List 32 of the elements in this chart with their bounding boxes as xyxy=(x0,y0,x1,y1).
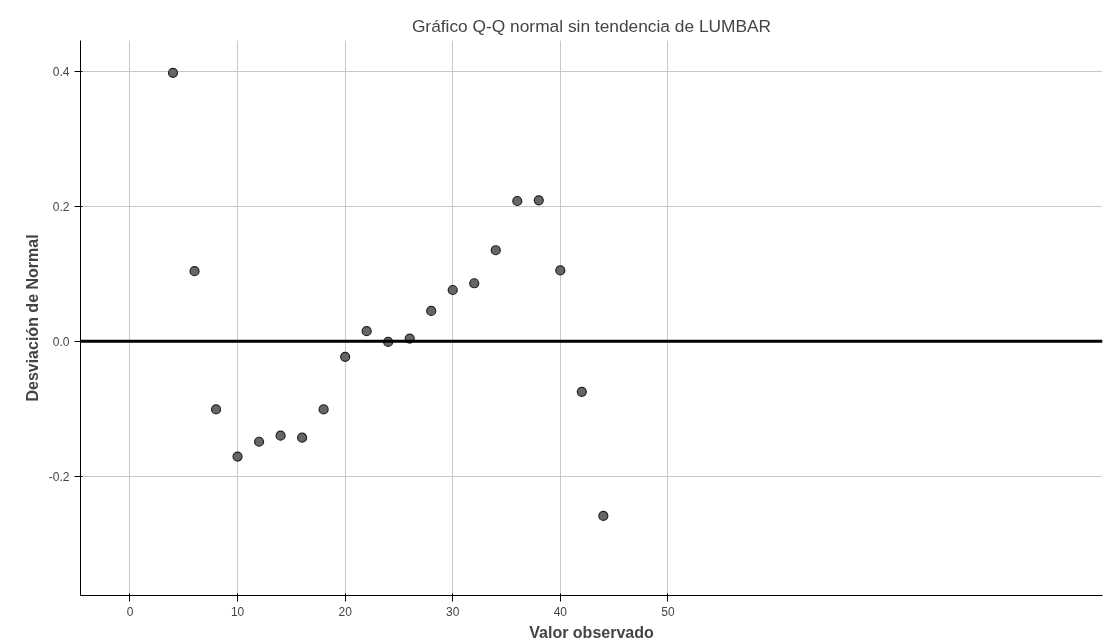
x-axis-title: Valor observado xyxy=(529,623,654,641)
chart-title: Gráfico Q-Q normal sin tendencia de LUMBAR xyxy=(411,15,772,36)
point xyxy=(490,245,501,256)
point xyxy=(598,510,609,522)
point xyxy=(533,195,544,206)
y-tick-label: 0.2 xyxy=(52,199,70,214)
x-tick-label: 50 xyxy=(661,604,675,619)
point xyxy=(275,430,286,441)
y-tick-label: 0.4 xyxy=(52,65,70,80)
point xyxy=(512,195,523,207)
x-tick-label: 40 xyxy=(553,604,568,619)
y-tick-label: 0.0 xyxy=(52,334,70,349)
x-tick-label: 20 xyxy=(338,604,353,619)
point xyxy=(555,265,566,276)
point xyxy=(318,404,329,415)
point xyxy=(469,278,480,289)
x-tick-label: 10 xyxy=(230,604,245,619)
y-tick-label: -0.2 xyxy=(48,469,70,484)
point xyxy=(297,432,308,443)
point xyxy=(232,451,243,462)
y-axis-title: Desviación de Normal xyxy=(23,234,41,402)
point xyxy=(361,326,372,337)
point xyxy=(167,67,179,78)
point xyxy=(576,386,587,397)
point xyxy=(189,266,200,277)
point xyxy=(210,404,222,415)
point xyxy=(340,351,351,362)
point xyxy=(253,436,265,447)
x-tick-label: 0 xyxy=(126,604,134,619)
point xyxy=(426,305,437,317)
point xyxy=(447,284,458,296)
x-tick-label: 30 xyxy=(446,604,460,619)
